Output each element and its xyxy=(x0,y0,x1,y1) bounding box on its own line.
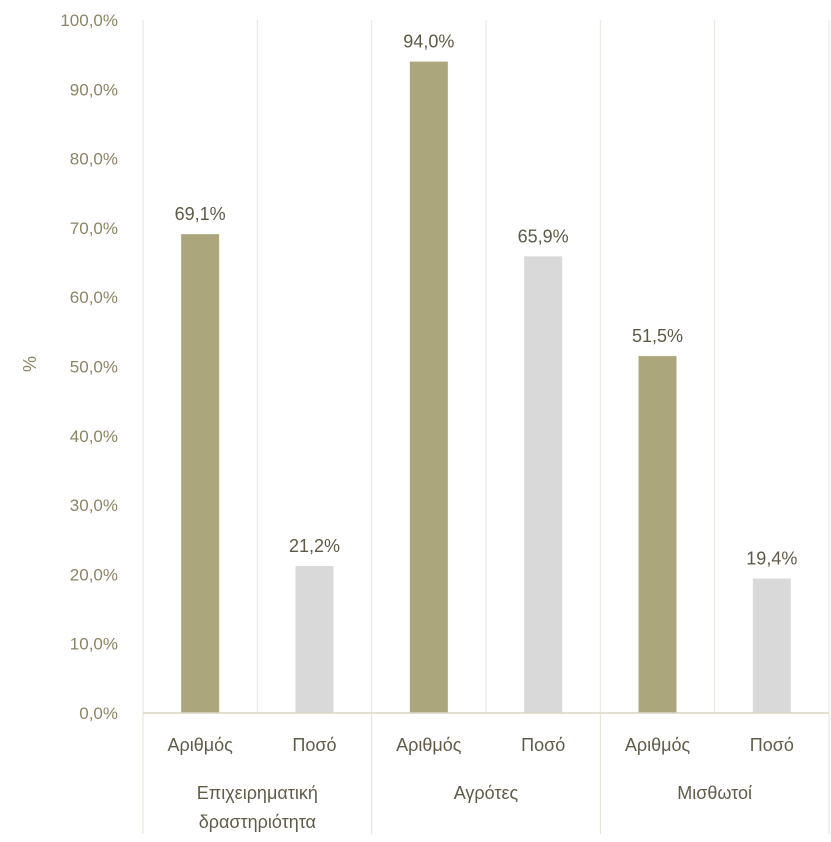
y-axis-title: % xyxy=(20,356,40,372)
bar xyxy=(753,579,791,713)
x-group-label: Επιχειρηματική xyxy=(197,783,318,803)
x-category-label: Αριθμός xyxy=(625,735,691,755)
y-tick-label: 100,0% xyxy=(60,11,118,30)
x-group-label: Μισθωτοί xyxy=(677,783,752,803)
y-tick-label: 10,0% xyxy=(70,635,118,654)
data-label: 94,0% xyxy=(403,32,454,52)
y-tick-label: 20,0% xyxy=(70,565,118,584)
bar xyxy=(524,256,562,713)
x-category-label: Ποσό xyxy=(292,735,336,755)
x-category-label: Ποσό xyxy=(521,735,565,755)
bar xyxy=(181,234,219,713)
y-tick-label: 50,0% xyxy=(70,358,118,377)
bar xyxy=(410,62,448,713)
y-tick-label: 60,0% xyxy=(70,288,118,307)
data-label: 51,5% xyxy=(632,326,683,346)
x-category-label: Ποσό xyxy=(750,735,794,755)
data-label: 21,2% xyxy=(289,536,340,556)
data-label: 19,4% xyxy=(746,549,797,569)
x-category-label: Αριθμός xyxy=(168,735,234,755)
bar xyxy=(639,356,677,713)
bar xyxy=(296,566,334,713)
x-group-label: Αγρότες xyxy=(454,783,519,803)
y-axis: 0,0% 10,0% 20,0% 30,0% 40,0% 50,0% 60,0% 70,0% 8… xyxy=(60,11,118,723)
data-label: 65,9% xyxy=(518,226,569,246)
x-axis: Αριθμός Ποσό Επιχειρηματική δραστηριότητα Αρ… xyxy=(143,713,829,834)
y-tick-label: 80,0% xyxy=(70,150,118,169)
data-label: 69,1% xyxy=(175,204,226,224)
x-group-label: δραστηριότητα xyxy=(199,812,316,832)
y-tick-label: 40,0% xyxy=(70,427,118,446)
y-tick-label: 0,0% xyxy=(79,704,118,723)
y-tick-label: 30,0% xyxy=(70,496,118,515)
y-tick-label: 90,0% xyxy=(70,80,118,99)
x-category-label: Αριθμός xyxy=(396,735,462,755)
y-tick-label: 70,0% xyxy=(70,219,118,238)
grid-lines xyxy=(143,20,829,713)
